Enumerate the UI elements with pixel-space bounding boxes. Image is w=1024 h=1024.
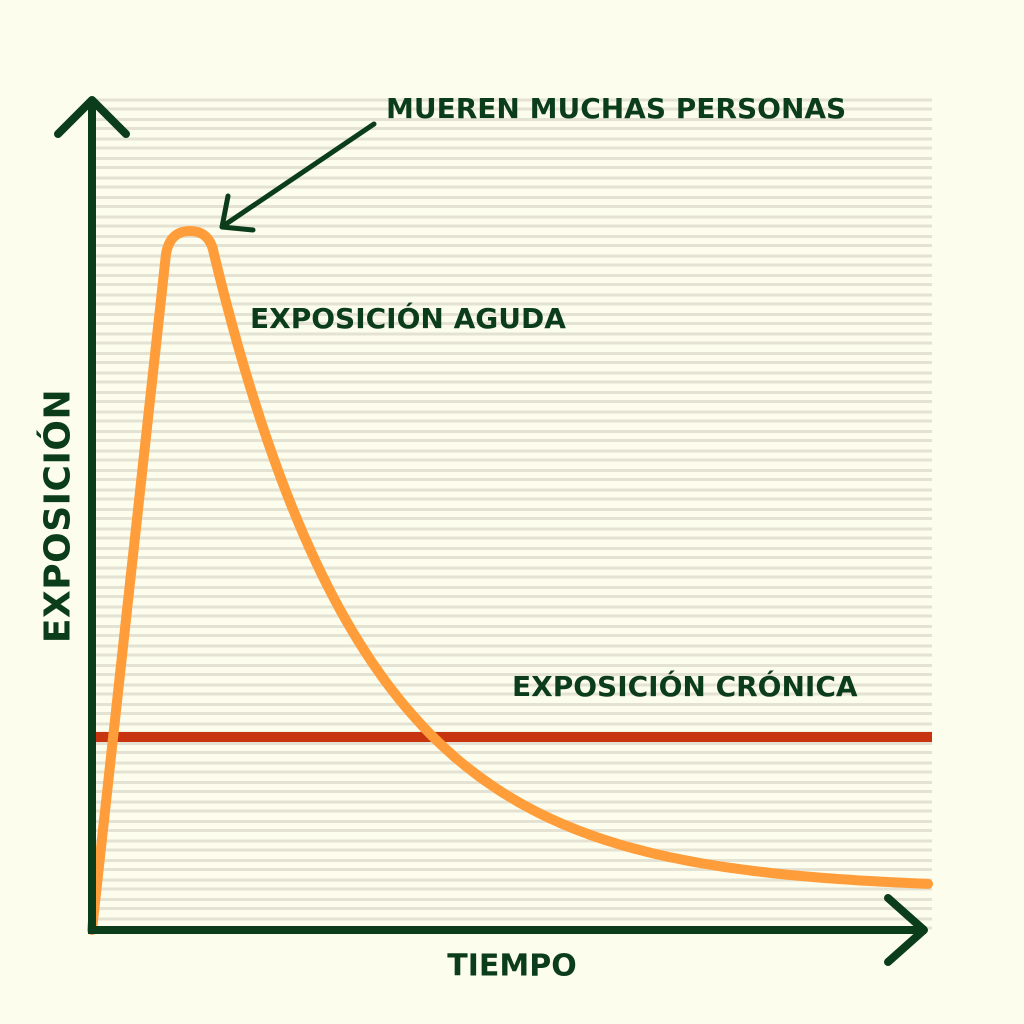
y-axis-label: EXPOSICIÓN [37,388,79,644]
series-label-acute: EXPOSICIÓN AGUDA [250,302,566,335]
y-axis-arrowhead [54,96,130,138]
acute-exposure-curve [87,226,933,935]
x-axis-arrowhead [884,894,928,966]
annotation-peak-label: MUEREN MUCHAS PERSONAS [386,92,847,125]
annotation-arrow-shaft [223,121,377,227]
x-axis-label: TIEMPO [447,948,577,984]
grid-lines [96,98,932,930]
annotation-arrowhead [219,193,256,233]
series-label-chronic: EXPOSICIÓN CRÓNICA [512,670,858,703]
